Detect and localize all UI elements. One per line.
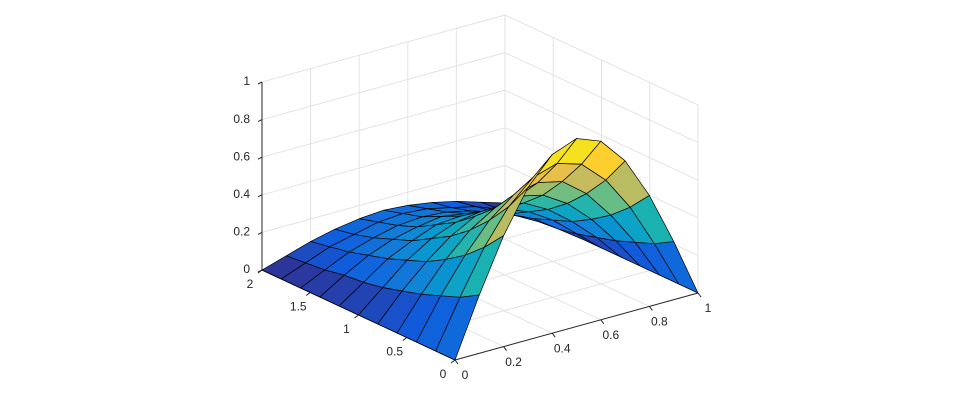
- z-tick: [257, 81, 263, 85]
- x-tick-label: 0.2: [505, 355, 522, 369]
- x-tick-label: 0.8: [651, 315, 668, 329]
- grid-line: [261, 89, 506, 158]
- x-tick: [697, 292, 702, 298]
- z-tick-label: 1: [243, 74, 250, 88]
- grid-line: [504, 89, 699, 181]
- grid-line: [261, 52, 506, 121]
- z-tick-label: 0.6: [233, 149, 250, 163]
- grid-line: [504, 14, 699, 106]
- z-tick-label: 0.8: [233, 112, 250, 126]
- z-tick-label: 0.2: [233, 225, 250, 239]
- y-tick-label: 0.5: [386, 345, 403, 359]
- z-tick-label: 0: [243, 262, 250, 276]
- grid-line: [261, 164, 506, 233]
- surface-face: [435, 294, 480, 361]
- y-tick-label: 1.5: [290, 300, 307, 314]
- z-tick: [257, 194, 263, 198]
- y-tick-label: 1: [343, 322, 350, 336]
- x-tick: [503, 346, 508, 351]
- y-tick: [354, 314, 359, 319]
- x-axis: [454, 292, 699, 361]
- x-tick-label: 0.4: [554, 341, 571, 355]
- grid-line: [261, 14, 506, 83]
- y-tick: [450, 359, 456, 364]
- z-tick-label: 0.4: [233, 187, 250, 201]
- x-tick-label: 0: [462, 368, 469, 382]
- y-tick: [402, 337, 408, 341]
- y-tick-label: 2: [247, 277, 254, 291]
- grid-line: [504, 52, 699, 144]
- z-tick: [257, 156, 263, 160]
- z-tick: [257, 119, 263, 123]
- x-tick: [649, 306, 653, 311]
- y-tick-label: 0: [440, 367, 447, 381]
- y-tick: [305, 292, 311, 296]
- x-tick-label: 0.6: [602, 328, 619, 342]
- z-tick: [257, 269, 263, 273]
- x-tick: [600, 319, 605, 325]
- x-tick-label: 1: [705, 301, 712, 315]
- grid-line: [261, 127, 506, 196]
- x-tick: [454, 359, 459, 365]
- z-tick: [257, 231, 263, 235]
- x-tick: [551, 332, 556, 338]
